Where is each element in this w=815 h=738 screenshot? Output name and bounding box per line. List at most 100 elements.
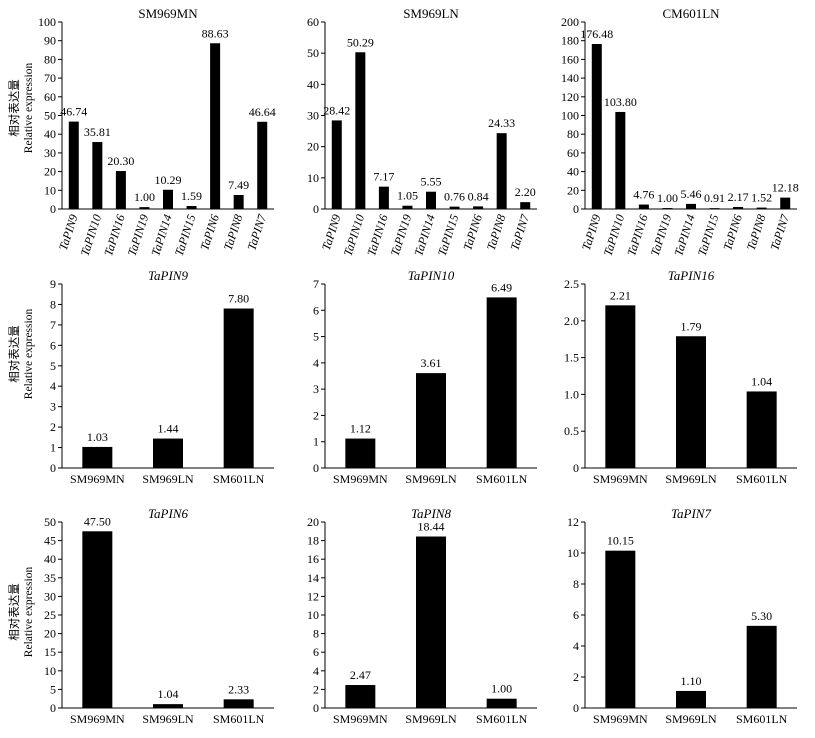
bar (416, 373, 446, 468)
bar-value-label: 1.44 (158, 422, 179, 436)
bar-value-label: 1.05 (397, 189, 418, 203)
x-category-label: TaPIN16 (624, 213, 651, 258)
bar (378, 186, 389, 209)
y-tick-label: 2 (313, 408, 319, 422)
x-category-label: TaPIN9 (56, 213, 81, 252)
y-tick-label: 7 (313, 277, 319, 291)
x-category-label: TaPIN15 (435, 213, 462, 258)
y-tick-label: 10 (307, 608, 319, 622)
bar (345, 438, 376, 468)
x-category-label: TaPIN16 (364, 213, 391, 258)
y-tick-label: 2 (573, 670, 579, 684)
bar-value-label: 4.76 (633, 188, 654, 202)
y-tick-label: 6 (313, 303, 319, 317)
bar (223, 699, 254, 708)
y-tick-label: 80 (567, 127, 579, 141)
ylabel-cn: 相对表达量 (7, 79, 21, 137)
x-category-label: SM969LN (405, 712, 457, 726)
bar-value-label: 2.17 (728, 190, 749, 204)
chart-title: TaPIN10 (408, 268, 455, 283)
y-tick-label: 3 (50, 400, 56, 414)
y-tick-label: 0 (573, 461, 579, 475)
bar (676, 690, 706, 708)
y-tick-label: 70 (44, 71, 56, 85)
x-category-label: TaPIN8 (484, 213, 509, 252)
y-tick-label: 4 (50, 379, 56, 393)
bar-value-label: 10.29 (155, 173, 182, 187)
bar-value-label: 1.59 (181, 189, 202, 203)
bar (615, 111, 626, 209)
bar-value-label: 1.12 (350, 422, 371, 436)
y-tick-label: 200 (561, 15, 579, 29)
y-tick-label: 0 (313, 701, 319, 715)
bar-value-label: 1.00 (134, 190, 155, 204)
y-tick-label: 25 (44, 608, 56, 622)
y-tick-label: 100 (561, 109, 579, 123)
y-tick-label: 14 (307, 571, 319, 585)
y-tick-label: 20 (44, 627, 56, 641)
chart-title: TaPIN8 (411, 506, 451, 521)
x-category-label: SM969LN (142, 712, 194, 726)
x-category-label: TaPIN19 (648, 213, 675, 258)
x-category-label: SM969LN (142, 472, 194, 486)
y-tick-label: 4 (313, 356, 319, 370)
chart-title: TaPIN16 (668, 268, 715, 283)
bar (416, 536, 446, 708)
bar (686, 203, 696, 209)
ylabel-cn: 相对表达量 (7, 583, 21, 641)
chart-panel: 0 1 2 3 4 5 6 7 TaPIN10 1.12 SM969MN 3.61 SM969LN 6.4… (313, 268, 537, 486)
bar (355, 52, 366, 209)
bar (68, 121, 79, 209)
bar-value-label: 176.48 (580, 27, 613, 41)
bar (115, 171, 126, 209)
y-tick-label: 0 (50, 202, 56, 216)
bar (233, 194, 244, 209)
y-tick-label: 50 (44, 515, 56, 529)
bar-value-label: 7.17 (373, 170, 394, 184)
x-category-label: SM969LN (665, 712, 717, 726)
chart-title: SM969LN (403, 6, 459, 21)
bar-value-label: 0.76 (444, 190, 465, 204)
bar-value-label: 1.04 (158, 687, 179, 701)
chart-title: TaPIN9 (148, 268, 188, 283)
bar-value-label: 103.80 (604, 95, 637, 109)
bar (662, 208, 673, 210)
bar-value-label: 5.55 (421, 175, 442, 189)
bar (486, 698, 517, 708)
y-tick-label: 60 (567, 146, 579, 160)
bar-value-label: 2.21 (610, 288, 631, 302)
y-tick-label: 50 (44, 109, 56, 123)
x-category-label: TaPIN14 (671, 213, 698, 258)
bar-value-label: 47.50 (84, 514, 111, 528)
x-category-label: SM601LN (213, 712, 265, 726)
x-category-label: TaPIN9 (319, 213, 344, 252)
y-tick-label: 2.5 (564, 277, 579, 291)
bar-value-label: 1.03 (87, 430, 108, 444)
y-tick-label: 5 (313, 330, 319, 344)
x-category-label: TaPIN7 (244, 212, 269, 252)
x-category-label: TaPIN19 (125, 213, 152, 258)
bar (473, 206, 484, 209)
y-tick-label: 1 (313, 435, 319, 449)
bar-value-label: 0.84 (468, 189, 489, 203)
y-tick-label: 6 (50, 338, 56, 352)
bar (605, 550, 636, 708)
bar (139, 207, 150, 209)
y-tick-label: 160 (561, 52, 579, 66)
x-category-label: SM969MN (333, 472, 388, 486)
y-tick-label: 45 (44, 534, 56, 548)
bar-value-label: 20.30 (107, 154, 134, 168)
bar-value-label: 6.49 (491, 280, 512, 294)
y-tick-label: 7 (50, 318, 56, 332)
bar (223, 308, 254, 468)
y-tick-label: 16 (307, 552, 319, 566)
x-category-label: SM601LN (736, 712, 788, 726)
row-1-ylabel: 相对表达量 Relative expression (7, 63, 35, 154)
y-tick-label: 0 (313, 202, 319, 216)
y-tick-label: 30 (44, 589, 56, 603)
bar-value-label: 46.74 (60, 105, 87, 119)
chart-panel: 0 20 40 60 80 100 120 140 160 180 200 CM601LN 176.48… (561, 6, 799, 258)
y-tick-label: 0 (313, 461, 319, 475)
x-category-label: SM969LN (665, 472, 717, 486)
y-tick-label: 90 (44, 34, 56, 48)
